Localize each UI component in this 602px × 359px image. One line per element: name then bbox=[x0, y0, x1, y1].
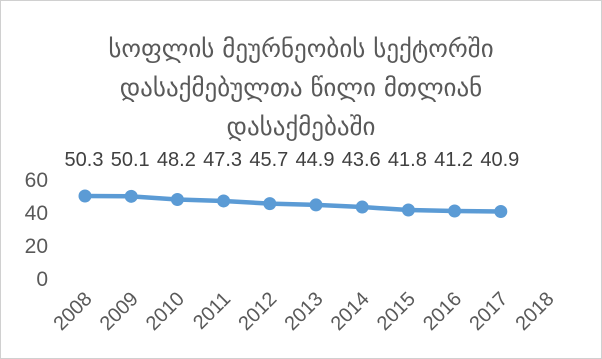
y-tick-label: 20 bbox=[25, 235, 48, 258]
data-label: 41.8 bbox=[388, 149, 427, 171]
y-tick-label: 60 bbox=[25, 169, 48, 192]
x-tick-label: 2016 bbox=[419, 288, 466, 335]
x-tick-label: 2017 bbox=[465, 288, 512, 335]
y-axis-ticks: 0 20 40 60 bbox=[25, 169, 48, 291]
x-tick-label: 2015 bbox=[373, 288, 420, 335]
x-tick-label: 2013 bbox=[281, 288, 328, 335]
chart-title-line-2: დასაქმებულთა წილი მთლიან bbox=[119, 73, 483, 102]
data-labels: 50.3 50.1 48.2 47.3 45.7 44.9 43.6 41.8 41.2 40.9 bbox=[65, 149, 520, 171]
data-point-marker bbox=[78, 189, 92, 203]
data-label: 45.7 bbox=[249, 149, 288, 171]
data-label: 40.9 bbox=[480, 149, 519, 171]
data-point-marker bbox=[124, 189, 138, 203]
x-tick-label: 2012 bbox=[234, 288, 281, 335]
series-line bbox=[82, 193, 504, 214]
data-label: 47.3 bbox=[203, 149, 242, 171]
data-label: 41.2 bbox=[434, 149, 473, 171]
x-tick-label: 2008 bbox=[50, 288, 97, 335]
data-label: 48.2 bbox=[157, 149, 196, 171]
data-point-marker bbox=[170, 192, 184, 206]
chart-title-line-3: დასაქმებაში bbox=[226, 112, 376, 141]
data-point-marker bbox=[355, 200, 369, 214]
data-label: 43.6 bbox=[342, 149, 381, 171]
data-label: 50.3 bbox=[65, 149, 104, 171]
chart-title-line-1: სოფლის მეურნეობის სექტორში bbox=[108, 34, 494, 63]
data-point-marker bbox=[494, 205, 508, 219]
data-point-marker bbox=[401, 203, 415, 217]
x-tick-label: 2009 bbox=[96, 288, 143, 335]
x-tick-label: 2014 bbox=[327, 288, 374, 335]
data-label: 50.1 bbox=[111, 149, 150, 171]
series-line-group bbox=[78, 189, 508, 219]
data-point-marker bbox=[448, 204, 462, 218]
x-tick-label: 2011 bbox=[189, 288, 235, 334]
x-tick-label: 2010 bbox=[142, 288, 189, 335]
x-tick-label: 2018 bbox=[512, 288, 559, 335]
data-label: 44.9 bbox=[296, 149, 335, 171]
data-point-marker bbox=[309, 198, 323, 212]
x-axis-ticks: 2008 2009 2010 2011 2012 2013 2014 2015 2016 2017… bbox=[50, 288, 559, 335]
y-tick-label: 40 bbox=[25, 202, 48, 225]
data-point-marker bbox=[263, 197, 277, 211]
data-point-marker bbox=[217, 194, 231, 208]
chart-title: სოფლის მეურნეობის სექტორში დასაქმებულთა … bbox=[1, 29, 601, 146]
y-tick-label: 0 bbox=[36, 268, 48, 291]
